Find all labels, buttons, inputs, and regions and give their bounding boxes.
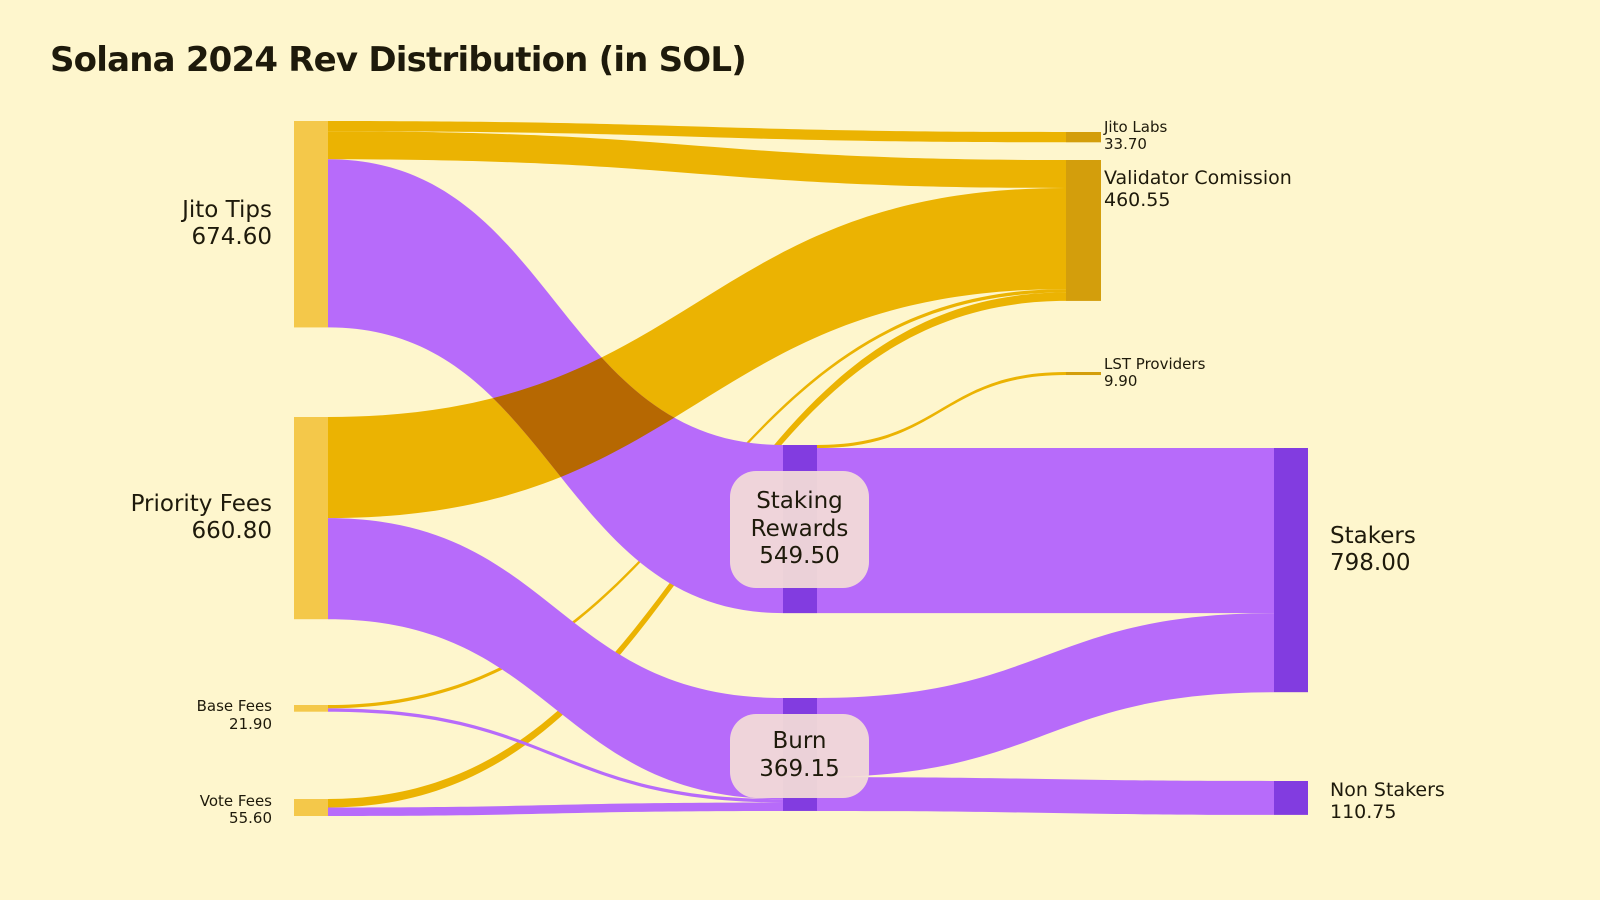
node-value: 549.50 <box>759 543 840 570</box>
label-vote-fees: Vote Fees 55.60 <box>199 791 272 828</box>
node-name: LST Providers <box>1104 354 1206 373</box>
link-burn-to-non-stakers <box>817 777 1274 815</box>
link-priority-fees-to-validator-commission <box>328 187 1066 519</box>
link-jito-tips-to-jito-labs <box>328 121 1066 143</box>
node-name: Priority Fees <box>130 491 272 518</box>
node-name: Validator Comission <box>1104 167 1292 190</box>
node-jito-labs <box>1066 132 1101 143</box>
node-value: 9.90 <box>1104 371 1138 390</box>
node-name-line: Rewards <box>750 515 849 542</box>
label-priority-fees: Priority Fees 660.80 <box>131 491 272 544</box>
node-stakers <box>1274 448 1308 693</box>
node-vote-fees <box>294 799 328 817</box>
label-non-stakers: Non Stakers 110.75 <box>1330 778 1445 824</box>
node-lst-providers <box>1066 372 1101 376</box>
node-value: 674.60 <box>191 223 272 250</box>
link-staking-rewards-to-lst-providers <box>817 372 1066 449</box>
node-name: Jito Labs <box>1104 118 1168 137</box>
node-base-fees <box>294 705 328 712</box>
node-value: 110.75 <box>1330 800 1397 823</box>
node-name-line: Staking <box>756 488 843 515</box>
node-value: 33.70 <box>1104 135 1147 154</box>
node-non-stakers <box>1274 781 1308 815</box>
node-value: 798.00 <box>1330 549 1411 576</box>
node-value: 460.55 <box>1104 189 1171 212</box>
label-base-fees: Base Fees 21.90 <box>197 698 272 733</box>
node-name: Jito Tips <box>182 197 272 224</box>
label-lst-providers: LST Providers 9.90 <box>1104 354 1206 391</box>
link-priority-fees-to-burn <box>328 518 783 800</box>
label-jito-labs: Jito Labs 33.70 <box>1104 118 1168 154</box>
node-value: 55.60 <box>229 808 272 827</box>
node-name: Stakers <box>1330 523 1416 550</box>
node-name: Non Stakers <box>1330 778 1445 801</box>
node-value: 660.80 <box>191 517 272 544</box>
node-name: Vote Fees <box>199 791 272 810</box>
link-staking-rewards-to-stakers <box>817 448 1274 614</box>
chart-title: Solana 2024 Rev Distribution (in SOL) <box>50 40 747 80</box>
label-validator-commission: Validator Comission 460.55 <box>1104 168 1292 212</box>
link-jito-tips-to-validator-commission <box>328 131 1066 188</box>
node-value: 21.90 <box>229 714 272 733</box>
node-jito-tips <box>294 121 328 328</box>
node-name-line: Burn <box>772 728 827 755</box>
purple-links <box>328 159 1274 817</box>
label-staking-rewards: Staking Rewards 549.50 <box>730 471 869 588</box>
link-base-fees-to-burn <box>328 708 783 803</box>
node-value: 369.15 <box>759 756 840 782</box>
link-vote-fees-to-burn <box>328 802 783 817</box>
node-priority-fees <box>294 417 328 620</box>
node-validator-commission <box>1066 160 1101 301</box>
node-name: Base Fees <box>196 697 272 716</box>
link-burn-to-stakers <box>817 613 1274 778</box>
label-stakers: Stakers 798.00 <box>1330 523 1416 576</box>
label-jito-tips: Jito Tips 674.60 <box>182 197 272 250</box>
label-burn: Burn 369.15 <box>730 714 869 798</box>
